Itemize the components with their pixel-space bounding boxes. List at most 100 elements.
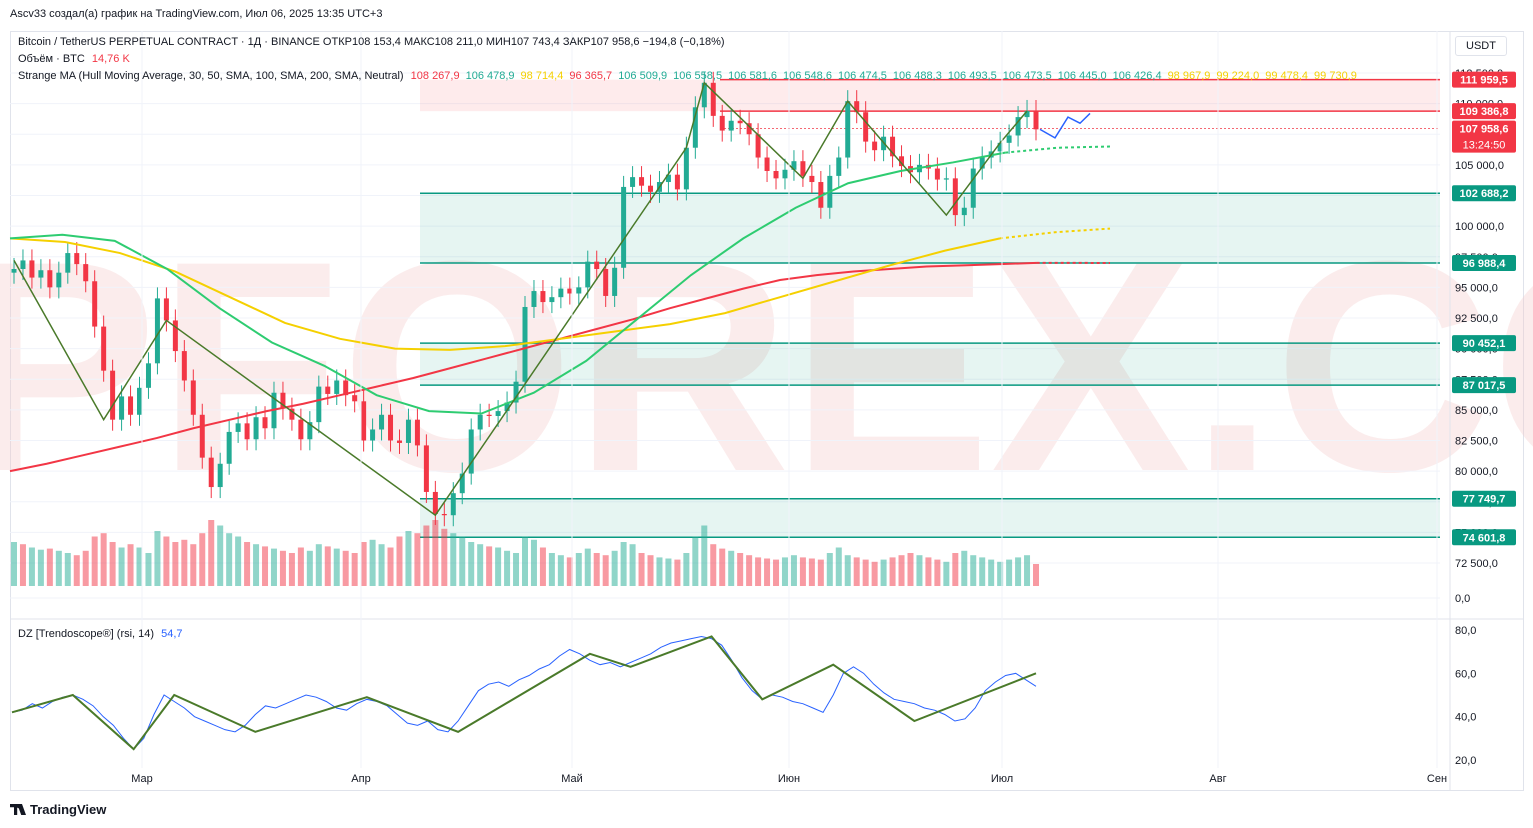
y-tick-3: 105 000,0 bbox=[1455, 160, 1504, 172]
tradingview-wordmark: TradingView bbox=[30, 802, 107, 817]
candle-body-34 bbox=[316, 386, 322, 423]
ma-value-0: 108 267,9 bbox=[410, 70, 460, 82]
level-label-2: 107 958,6 bbox=[1460, 124, 1509, 136]
ma-value-14: 98 967,9 bbox=[1167, 70, 1211, 82]
volume-bar-104 bbox=[943, 561, 950, 586]
candle-body-83 bbox=[755, 134, 761, 158]
x-label-3: Июн bbox=[778, 773, 800, 785]
candle-body-18 bbox=[172, 320, 178, 352]
volume-bar-29 bbox=[270, 548, 277, 586]
candle-body-2 bbox=[29, 260, 35, 278]
ma-green-projection bbox=[1005, 145, 1111, 154]
candle-body-53 bbox=[486, 414, 492, 416]
volume-bar-78 bbox=[710, 544, 717, 586]
level-tag-3 bbox=[1452, 185, 1516, 202]
y-tick-11: 85 000,0 bbox=[1455, 405, 1498, 417]
volume-bar-23 bbox=[217, 525, 224, 586]
currency-button[interactable]: USDT bbox=[1455, 36, 1507, 56]
ma-legend[interactable]: Strange MA (Hull Moving Average, 30, 50,… bbox=[18, 70, 1363, 82]
level-tag-6 bbox=[1452, 377, 1516, 394]
candle-body-30 bbox=[280, 392, 286, 409]
candle-body-70 bbox=[639, 177, 645, 186]
candle-body-47 bbox=[432, 491, 438, 514]
ma-value-3: 96 365,7 bbox=[569, 70, 613, 82]
tradingview-logo[interactable]: TradingView bbox=[10, 802, 106, 817]
candle-body-12 bbox=[119, 396, 125, 420]
volume-bar-10 bbox=[100, 533, 107, 586]
candle-body-103 bbox=[934, 168, 940, 180]
volume-bar-101 bbox=[916, 555, 923, 586]
candle-body-32 bbox=[298, 419, 304, 440]
volume-bar-114 bbox=[1033, 564, 1039, 586]
candle-body-66 bbox=[603, 269, 609, 296]
zone-3 bbox=[420, 498, 1440, 538]
volume-bar-67 bbox=[611, 550, 618, 586]
candle-body-21 bbox=[199, 414, 205, 458]
x-label-0: Мар bbox=[131, 773, 153, 785]
rsi-tick-3: 20,0 bbox=[1455, 755, 1476, 767]
candle-body-85 bbox=[773, 171, 779, 179]
candle-body-74 bbox=[674, 174, 680, 190]
volume-bar-39 bbox=[360, 542, 367, 586]
symbol-legend[interactable]: Bitcoin / TetherUS PERPETUAL CONTRACT · … bbox=[18, 36, 725, 48]
volume-bar-62 bbox=[566, 557, 573, 586]
tradingview-icon bbox=[10, 804, 26, 815]
volume-bar-44 bbox=[405, 531, 412, 586]
volume-bar-89 bbox=[808, 558, 815, 586]
volume-bar-100 bbox=[907, 553, 914, 586]
volume-bar-74 bbox=[674, 559, 681, 586]
candle-body-49 bbox=[450, 493, 456, 516]
level-tag-5 bbox=[1452, 335, 1516, 352]
ma-value-10: 106 493,5 bbox=[947, 70, 997, 82]
candle-body-25 bbox=[235, 423, 241, 432]
volume-legend[interactable]: Объём · BTC 14,76 K bbox=[18, 53, 130, 65]
candle-body-59 bbox=[540, 291, 546, 303]
x-label-5: Авг bbox=[1209, 773, 1226, 785]
volume-bar-61 bbox=[557, 555, 564, 586]
rsi-zigzag bbox=[11, 635, 1037, 751]
volume-bar-105 bbox=[952, 553, 959, 586]
volume-bar-64 bbox=[584, 548, 591, 586]
candle-body-16 bbox=[154, 298, 160, 364]
zone-0 bbox=[420, 79, 1440, 112]
candle-body-22 bbox=[208, 457, 214, 488]
volume-bar-76 bbox=[692, 536, 699, 586]
candle-body-35 bbox=[325, 386, 331, 394]
rsi-legend[interactable]: DZ [Trendoscope®] (rsi, 14) 54,7 bbox=[18, 628, 183, 640]
ma-value-2: 98 714,4 bbox=[520, 70, 564, 82]
candle-body-43 bbox=[396, 440, 402, 443]
watermark-text: TOPFOREX.COM bbox=[0, 198, 1533, 534]
candle-body-4 bbox=[47, 270, 53, 288]
volume-bar-66 bbox=[602, 555, 609, 586]
candle-body-23 bbox=[217, 463, 223, 488]
volume-bar-106 bbox=[961, 550, 968, 586]
candle-body-13 bbox=[128, 396, 134, 415]
level-label-1: 109 386,8 bbox=[1460, 106, 1509, 118]
y-tick-13: 80 000,0 bbox=[1455, 466, 1498, 478]
y-tick-5: 100 000,0 bbox=[1455, 221, 1504, 233]
x-label-1: Апр bbox=[351, 773, 370, 785]
candle-body-71 bbox=[648, 185, 654, 192]
rsi-tick-1: 60,0 bbox=[1455, 668, 1476, 680]
candle-body-44 bbox=[405, 419, 411, 443]
volume-bar-4 bbox=[46, 548, 53, 586]
volume-bar-12 bbox=[118, 547, 125, 586]
candle-body-84 bbox=[764, 157, 770, 171]
candle-body-108 bbox=[979, 157, 985, 169]
volume-bar-79 bbox=[719, 548, 726, 586]
ma-value-11: 106 473,5 bbox=[1002, 70, 1052, 82]
candle-body-37 bbox=[343, 380, 349, 396]
volume-bar-25 bbox=[235, 536, 242, 586]
volume-bar-63 bbox=[575, 553, 582, 586]
rsi-tick-2: 40,0 bbox=[1455, 712, 1476, 724]
volume-bar-47 bbox=[432, 520, 439, 586]
volume-bar-48 bbox=[441, 528, 448, 586]
candle-body-112 bbox=[1015, 117, 1021, 136]
x-label-6: Сен bbox=[1427, 773, 1447, 785]
candle-body-77 bbox=[701, 82, 707, 108]
candle-body-6 bbox=[65, 253, 71, 273]
volume-bar-21 bbox=[199, 533, 206, 586]
volume-bar-41 bbox=[378, 544, 385, 586]
volume-bar-3 bbox=[37, 549, 44, 586]
